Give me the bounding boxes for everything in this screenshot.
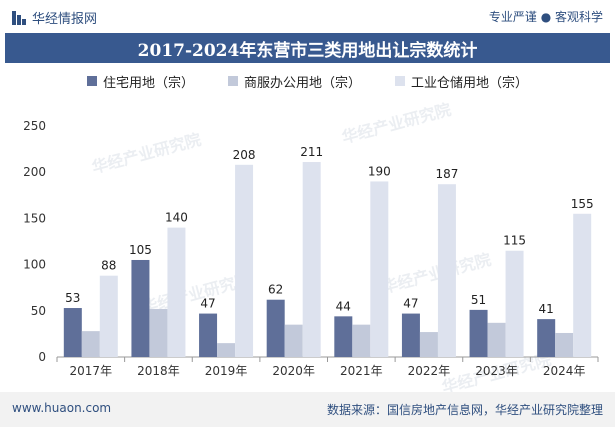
y-tick-label: 50 bbox=[31, 304, 46, 318]
bar-2 bbox=[487, 322, 506, 357]
y-tick-label: 100 bbox=[23, 258, 46, 272]
data-label: 155 bbox=[571, 197, 594, 211]
bar-1 bbox=[199, 313, 218, 357]
footer-source: 数据来源：国信房地产信息网，华经产业研究院整理 bbox=[326, 403, 603, 417]
data-label: 187 bbox=[435, 167, 458, 181]
data-label: 41 bbox=[539, 302, 554, 316]
data-label: 105 bbox=[129, 243, 152, 257]
slogan: 专业严谨 ● 客观科学 bbox=[488, 10, 603, 24]
legend-item-series-3: 工业仓储用地（宗） bbox=[395, 72, 528, 91]
legend-label-series-2: 商服办公用地（宗） bbox=[243, 75, 361, 91]
bar-2 bbox=[81, 331, 100, 357]
data-label: 47 bbox=[200, 297, 215, 311]
bar-2 bbox=[352, 324, 371, 357]
bar-1 bbox=[63, 308, 82, 357]
data-label: 47 bbox=[403, 297, 418, 311]
data-label: 211 bbox=[300, 145, 323, 159]
legend-item-series-1: 住宅用地（宗） bbox=[86, 72, 194, 91]
data-label: 190 bbox=[368, 164, 391, 178]
title-bar: 2017-2024年东营市三类用地出让宗数统计 bbox=[5, 33, 610, 63]
bar-3 bbox=[573, 213, 592, 357]
bar-1 bbox=[401, 313, 420, 357]
bar-3 bbox=[235, 164, 254, 357]
bar-3 bbox=[370, 181, 389, 357]
data-label: 140 bbox=[165, 211, 188, 225]
bar-3 bbox=[437, 184, 456, 357]
bar-2 bbox=[149, 308, 168, 357]
bar-2 bbox=[555, 332, 574, 357]
x-tick-label: 2022年 bbox=[408, 364, 451, 378]
x-tick-label: 2023年 bbox=[475, 364, 518, 378]
x-tick-label: 2017年 bbox=[70, 364, 113, 378]
bar-2 bbox=[284, 324, 303, 357]
bar-3 bbox=[505, 250, 524, 357]
brand-logo-icon bbox=[12, 10, 26, 25]
legend-swatch-series-2 bbox=[227, 76, 238, 86]
top-header: 华经情报网 专业严谨 ● 客观科学 bbox=[0, 0, 615, 32]
data-label: 88 bbox=[101, 259, 116, 273]
data-label: 208 bbox=[233, 148, 256, 162]
bar-1 bbox=[266, 299, 285, 357]
bar-1 bbox=[131, 259, 150, 357]
bar-1 bbox=[469, 309, 488, 357]
chart-title: 2017-2024年东营市三类用地出让宗数统计 bbox=[137, 40, 478, 61]
data-label: 51 bbox=[471, 293, 486, 307]
footer: www.huaon.com 数据来源：国信房地产信息网，华经产业研究院整理 bbox=[0, 392, 615, 427]
legend-label-series-1: 住宅用地（宗） bbox=[102, 75, 194, 91]
y-tick-label: 250 bbox=[23, 119, 46, 133]
brand-logo: 华经情报网 bbox=[12, 8, 97, 27]
bar-2 bbox=[419, 332, 438, 357]
data-label: 44 bbox=[336, 299, 351, 313]
bar-2 bbox=[217, 343, 236, 357]
x-tick-label: 2019年 bbox=[205, 364, 248, 378]
legend-swatch-series-3 bbox=[395, 76, 405, 86]
brand-name: 华经情报网 bbox=[32, 12, 98, 27]
legend-label-series-3: 工业仓储用地（宗） bbox=[411, 75, 529, 91]
data-label: 115 bbox=[503, 234, 526, 248]
y-tick-label: 200 bbox=[23, 165, 46, 179]
bar-1 bbox=[334, 316, 353, 357]
footer-site: www.huaon.com bbox=[12, 401, 112, 415]
data-label: 53 bbox=[65, 291, 80, 305]
data-label: 62 bbox=[268, 283, 283, 297]
legend-swatch-series-1 bbox=[86, 76, 97, 86]
x-tick-label: 2020年 bbox=[272, 364, 315, 378]
legend-item-series-2: 商服办公用地（宗） bbox=[227, 72, 361, 91]
y-tick-label: 150 bbox=[23, 211, 46, 225]
bar-1 bbox=[537, 319, 556, 357]
chart-legend: 住宅用地（宗） 商服办公用地（宗） 工业仓储用地（宗） bbox=[0, 70, 615, 92]
bar-3 bbox=[99, 275, 118, 357]
bar-3 bbox=[302, 162, 321, 357]
x-tick-label: 2018年 bbox=[137, 364, 180, 378]
x-tick-label: 2021年 bbox=[340, 364, 383, 378]
bar-chart: 0 50 100 150 200 250 53 88 2017年 105 140 2018年 47 208… bbox=[23, 119, 599, 378]
x-tick-label: 2024年 bbox=[543, 364, 586, 378]
y-tick-label: 0 bbox=[38, 350, 46, 364]
bar-3 bbox=[167, 227, 186, 357]
